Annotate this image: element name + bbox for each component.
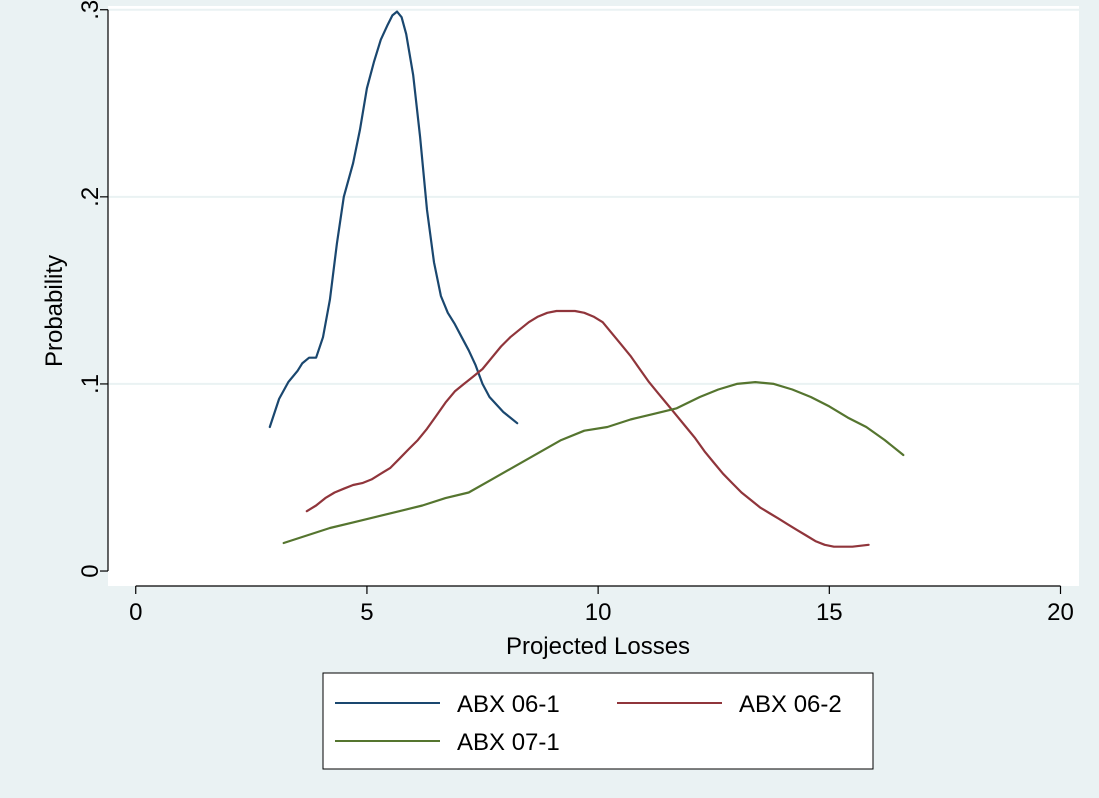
legend-label-abx-06-2: ABX 06-2 (739, 691, 842, 718)
series-line-abx-07-1 (282, 381, 905, 545)
y-tick-label: .1 (77, 374, 104, 394)
y-tick-label: .2 (77, 187, 104, 207)
x-tick-label: 0 (129, 599, 142, 626)
legend-box (322, 672, 874, 770)
legend-label-abx-07-1: ABX 07-1 (457, 729, 560, 756)
y-tick-label: .3 (77, 0, 104, 20)
series-lines (268, 10, 905, 548)
series-line-abx-06-2 (305, 309, 870, 548)
x-tick-label: 10 (585, 599, 612, 626)
legend: ABX 06-1 ABX 06-2 ABX 07-1 (322, 672, 874, 770)
x-tick-label: 5 (360, 599, 373, 626)
plot-area (108, 6, 1079, 586)
x-tick-label: 15 (816, 599, 843, 626)
series-line-abx-06-1 (268, 10, 519, 429)
x-axis-title: Projected Losses (506, 633, 690, 660)
y-axis-title: Probability (41, 255, 68, 367)
axes: 0 5 10 15 20 0 .1 .2 .3 (77, 0, 1074, 626)
grid-lines (108, 8, 1079, 385)
y-tick-label: 0 (77, 564, 104, 577)
x-tick-label: 20 (1047, 599, 1074, 626)
legend-label-abx-06-1: ABX 06-1 (457, 691, 560, 718)
